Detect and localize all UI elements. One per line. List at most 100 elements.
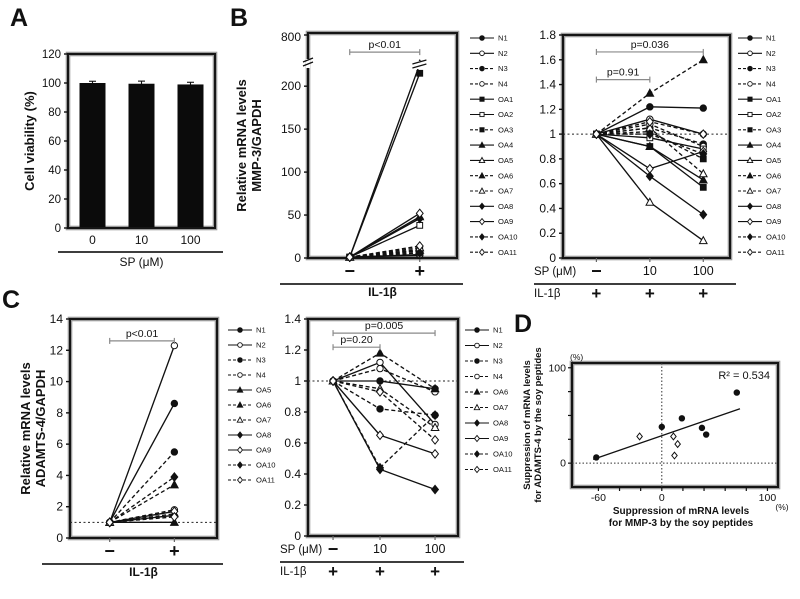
- svg-text:0: 0: [659, 492, 665, 504]
- svg-text:0: 0: [89, 233, 96, 247]
- panel-d-label: D: [514, 310, 533, 338]
- svg-text:R² = 0.534: R² = 0.534: [718, 370, 770, 382]
- svg-text:p=0.20: p=0.20: [340, 334, 373, 346]
- svg-text:100: 100: [180, 233, 200, 247]
- svg-text:SP (μM): SP (μM): [119, 255, 163, 269]
- svg-text:OA6: OA6: [493, 388, 508, 397]
- legend-item-N1: N1: [465, 326, 503, 335]
- svg-text:50: 50: [288, 208, 302, 222]
- legend-item-OA7: OA7: [470, 187, 513, 196]
- legend-item-N3: N3: [228, 356, 266, 365]
- svg-text:−: −: [591, 261, 602, 281]
- svg-text:N4: N4: [256, 371, 266, 380]
- svg-text:0: 0: [294, 529, 301, 543]
- pvalue-bracket: p=0.91: [595, 67, 651, 83]
- svg-text:(%): (%): [775, 502, 788, 512]
- svg-text:OA11: OA11: [256, 476, 275, 485]
- svg-text:−: −: [328, 539, 339, 559]
- legend-item-OA7: OA7: [465, 403, 508, 412]
- svg-text:100: 100: [425, 542, 446, 556]
- svg-text:for ADAMTS-4 by the soy peptid: for ADAMTS-4 by the soy peptides: [533, 347, 544, 502]
- svg-text:OA11: OA11: [498, 248, 517, 257]
- svg-text:60: 60: [48, 136, 61, 148]
- pvalue-bracket: p<0.01: [349, 39, 421, 56]
- legend-item-N2: N2: [738, 49, 776, 58]
- svg-text:0.8: 0.8: [284, 405, 301, 419]
- legend-item-N1: N1: [228, 326, 266, 335]
- svg-text:0.2: 0.2: [284, 498, 301, 512]
- svg-text:10: 10: [50, 375, 64, 389]
- legend-item-OA2: OA2: [738, 110, 781, 119]
- legend-item-OA7: OA7: [738, 187, 781, 196]
- legend-item-OA3: OA3: [470, 125, 513, 134]
- panel-b-label: B: [230, 4, 249, 32]
- series-OA11: [105, 511, 179, 528]
- svg-text:+: +: [645, 284, 655, 303]
- svg-text:1: 1: [294, 374, 301, 388]
- legend-item-N2: N2: [470, 49, 508, 58]
- svg-text:OA4: OA4: [766, 141, 781, 150]
- legend-item-OA6: OA6: [465, 388, 508, 397]
- svg-text:OA3: OA3: [766, 125, 781, 134]
- svg-text:OA1: OA1: [766, 95, 781, 104]
- svg-text:OA9: OA9: [256, 446, 271, 455]
- svg-text:Suppression of mRNA levels: Suppression of mRNA levels: [613, 506, 750, 517]
- svg-text:OA11: OA11: [493, 465, 512, 474]
- svg-text:100: 100: [693, 264, 714, 278]
- svg-text:100: 100: [759, 492, 777, 504]
- svg-text:100: 100: [281, 165, 301, 179]
- svg-text:N4: N4: [766, 80, 776, 89]
- legend-item-N3: N3: [470, 64, 508, 73]
- svg-text:p<0.01: p<0.01: [126, 328, 159, 340]
- legend-item-OA11: OA11: [228, 476, 275, 485]
- svg-text:1.2: 1.2: [539, 102, 556, 116]
- svg-text:OA9: OA9: [493, 434, 508, 443]
- svg-text:OA6: OA6: [256, 401, 271, 410]
- svg-text:IL-1β: IL-1β: [280, 566, 307, 578]
- svg-text:0: 0: [560, 458, 566, 470]
- svg-text:IL-1β: IL-1β: [368, 285, 397, 299]
- svg-text:10: 10: [373, 542, 387, 556]
- svg-text:N3: N3: [256, 356, 266, 365]
- svg-text:Relative mRNA levels: Relative mRNA levels: [18, 362, 33, 494]
- svg-text:100: 100: [548, 362, 566, 374]
- svg-text:OA2: OA2: [498, 110, 513, 119]
- svg-text:0.4: 0.4: [284, 467, 301, 481]
- svg-text:p=0.005: p=0.005: [365, 320, 403, 332]
- svg-text:800: 800: [281, 30, 301, 44]
- pvalue-bracket: p=0.20: [332, 334, 381, 351]
- legend-item-OA6: OA6: [470, 171, 513, 180]
- legend-item-OA5: OA5: [738, 156, 781, 165]
- svg-text:0.8: 0.8: [539, 152, 556, 166]
- svg-text:OA10: OA10: [498, 233, 517, 242]
- svg-text:0: 0: [294, 251, 301, 265]
- svg-text:OA5: OA5: [498, 156, 513, 165]
- svg-text:100: 100: [42, 78, 61, 90]
- adamts4-sp-dose-line-chart: 0 0.2 0.4 0.6 0.8 1 1.2 1.4 p=0.005 p=0.20 − 10 100 S…: [280, 312, 512, 581]
- svg-text:N1: N1: [256, 326, 266, 335]
- svg-text:6: 6: [56, 437, 63, 451]
- legend-item-N2: N2: [228, 341, 266, 350]
- svg-text:0.4: 0.4: [539, 201, 556, 215]
- legend-item-OA4: OA4: [470, 141, 513, 150]
- svg-text:p=0.91: p=0.91: [607, 67, 640, 79]
- svg-text:OA8: OA8: [766, 202, 781, 211]
- panel-c-label: C: [2, 286, 21, 314]
- svg-text:OA8: OA8: [493, 419, 508, 428]
- legend-item-OA6: OA6: [738, 171, 781, 180]
- svg-text:OA5: OA5: [766, 156, 781, 165]
- legend-item-OA10: OA10: [470, 233, 517, 242]
- svg-text:N1: N1: [766, 34, 776, 43]
- svg-text:+: +: [698, 284, 708, 303]
- series-OA11: [592, 116, 708, 140]
- legend-item-N4: N4: [465, 372, 503, 381]
- mmp3-il1b-line-chart: Relative mRNA levels MMP-3/GAPDH 0 50 100 150…: [234, 30, 517, 299]
- svg-text:OA11: OA11: [766, 248, 785, 257]
- series-OA11: [345, 240, 424, 263]
- legend-item-OA1: OA1: [470, 95, 513, 104]
- svg-text:0.6: 0.6: [539, 177, 556, 191]
- svg-text:2: 2: [56, 500, 63, 514]
- legend-item-OA10: OA10: [228, 461, 275, 470]
- svg-text:+: +: [430, 562, 440, 581]
- svg-text:p=0.036: p=0.036: [631, 39, 669, 51]
